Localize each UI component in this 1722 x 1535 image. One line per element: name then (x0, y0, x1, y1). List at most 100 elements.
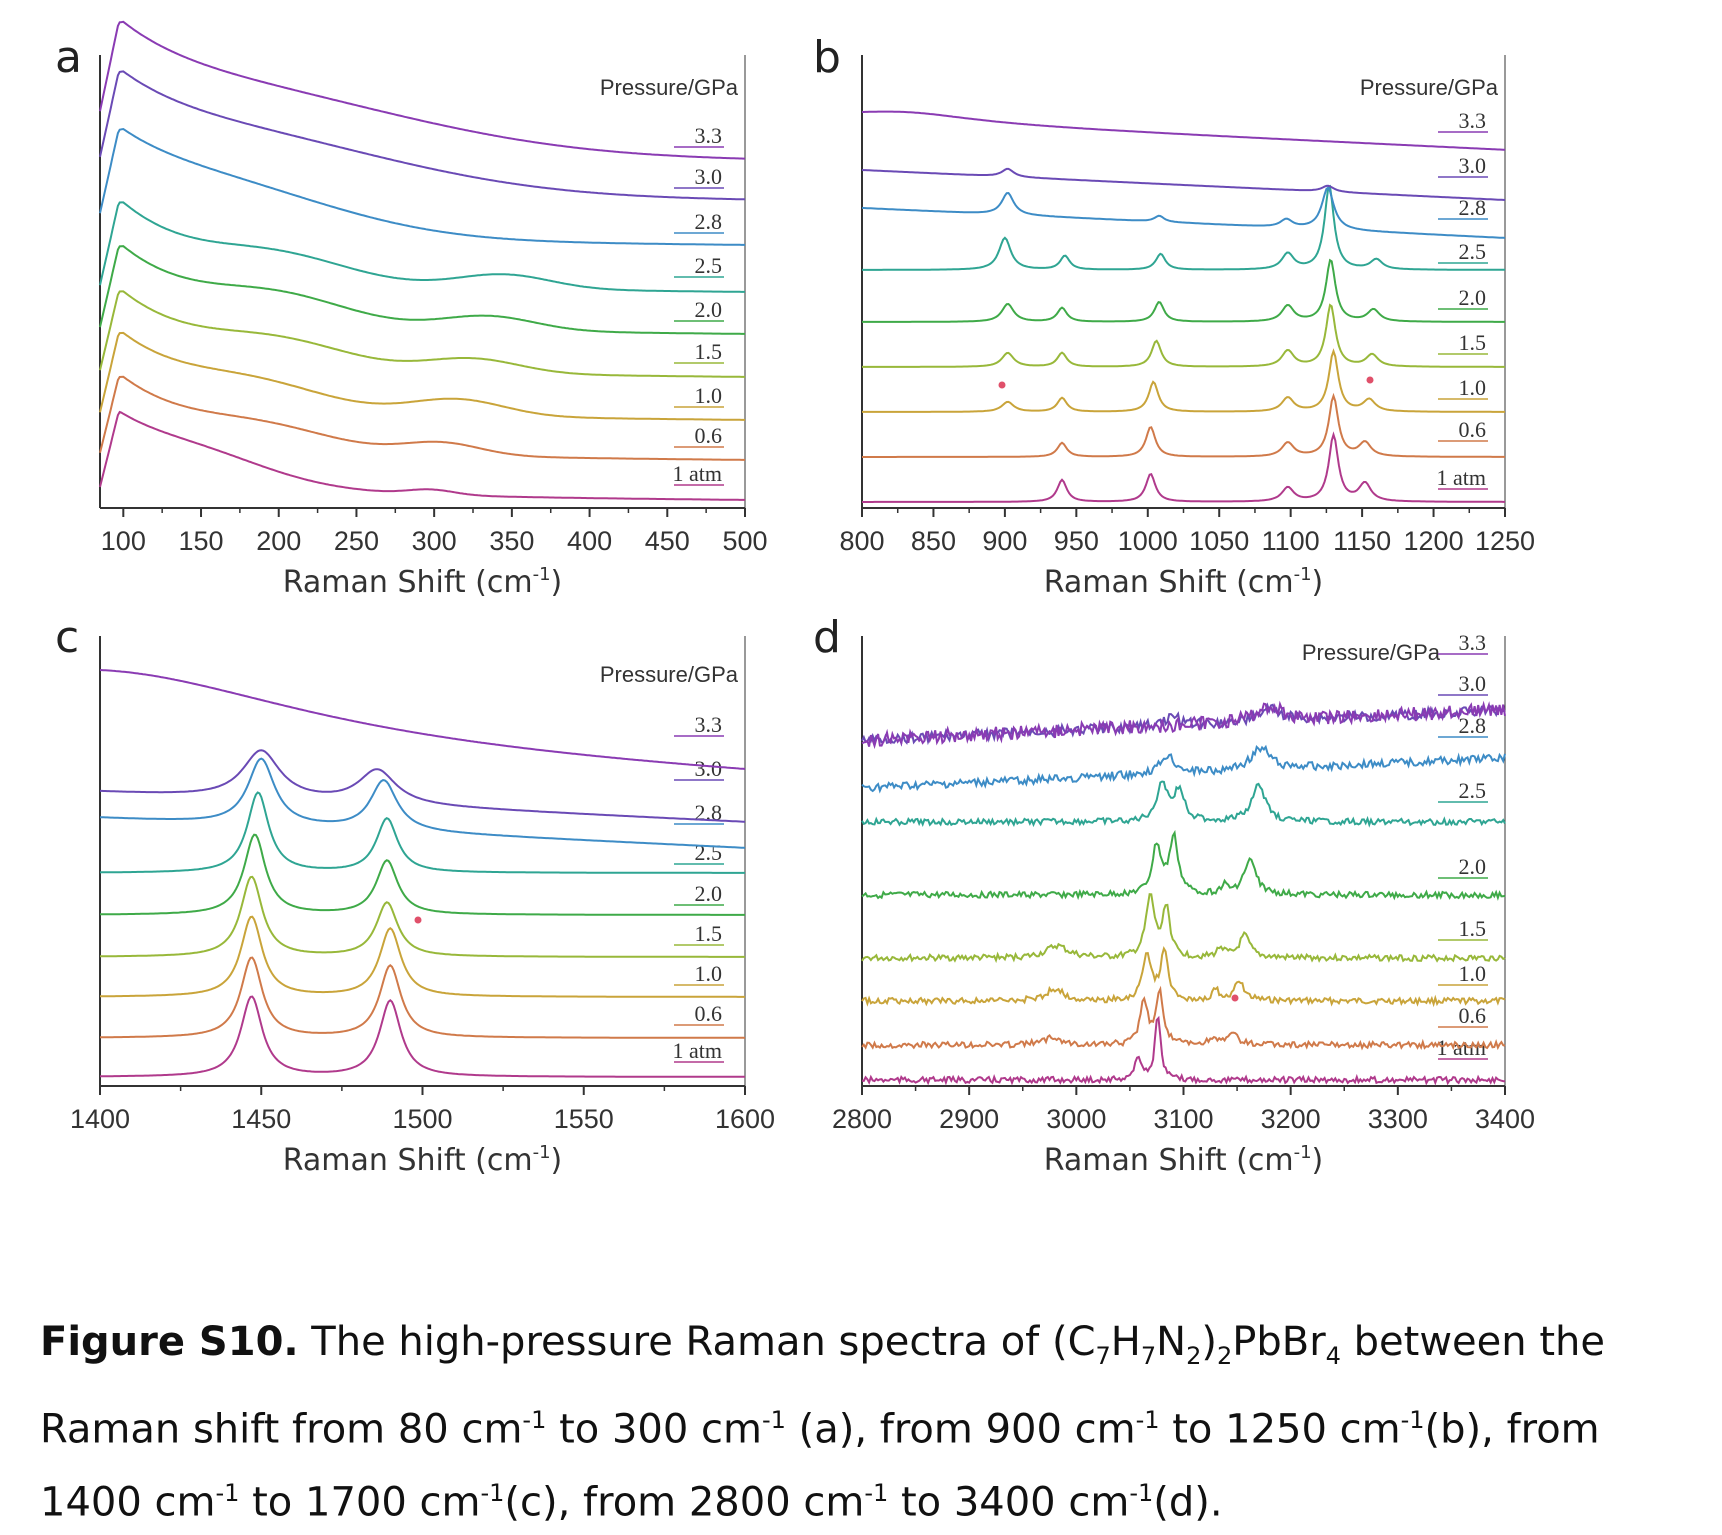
x-tick-label: 3000 (1046, 1104, 1106, 1134)
caption-sup: -1 (522, 1406, 547, 1434)
x-tick-label: 1600 (715, 1104, 775, 1134)
pressure-label: 1.5 (695, 921, 723, 946)
x-tick-label: 1000 (1118, 526, 1178, 556)
x-tick-label: 3100 (1153, 1104, 1213, 1134)
x-axis-label: Raman Shift (cm-1) (1044, 1142, 1324, 1178)
panel-c: c 1400 1450 1500 1550 1600 Raman Shift (cm-1) P… (55, 612, 775, 1178)
x-tick-label: 400 (567, 526, 612, 556)
spectrum-line (861, 829, 1506, 901)
spectrum-line (861, 167, 1506, 201)
pressure-label: 3.3 (1459, 630, 1487, 655)
spectrum-line (99, 245, 745, 335)
asterisk-marker (1231, 994, 1239, 1002)
spectrum-line (99, 290, 745, 378)
caption-text: (b), from 1400 cm (40, 1406, 1600, 1526)
spectrum-line (100, 995, 745, 1078)
x-tick-label: 1450 (231, 1104, 291, 1134)
caption-sup: -1 (1135, 1406, 1160, 1434)
pressure-label: 2.8 (1459, 713, 1487, 738)
x-tick-label: 2800 (832, 1104, 892, 1134)
pressure-label: 0.6 (1459, 1003, 1487, 1028)
pressure-label: 3.0 (1459, 153, 1487, 178)
x-axis-label: Raman Shift (cm-1) (1044, 564, 1324, 600)
legend-title: Pressure/GPa (600, 75, 739, 100)
pressure-label: 1 atm (1437, 465, 1487, 490)
spectrum-line (99, 791, 745, 874)
caption-sup: -1 (1129, 1479, 1154, 1508)
panel-letter: d (813, 612, 841, 663)
spectrum-line (99, 331, 745, 421)
pressure-label: 1.5 (1459, 330, 1487, 355)
caption-sub: 7 (1095, 1342, 1111, 1370)
spectrum-line (99, 757, 746, 849)
pressure-label: 2.0 (1459, 285, 1487, 310)
caption-text: PbBr (1232, 1319, 1326, 1365)
caption-text: (a), from 900 cm (785, 1406, 1136, 1453)
caption-text: to 1700 cm (239, 1479, 481, 1526)
panel-b: b 800 850 900 950 1000 1050 1100 1150 1200 1250 Ram… (813, 32, 1535, 600)
spectrum-line (861, 985, 1506, 1051)
spectrum-line (99, 375, 745, 461)
spectrum-line (99, 70, 745, 201)
x-tick-label: 2900 (939, 1104, 999, 1134)
panel-a: a 100 150 200 250 300 350 400 450 500 Raman Shift … (55, 20, 768, 600)
pressure-label: 2.5 (695, 840, 723, 865)
legend-title: Pressure/GPa (600, 662, 739, 687)
pressure-label: 2.0 (695, 881, 723, 906)
caption-sub: 7 (1140, 1342, 1157, 1370)
caption-text: between the Raman shift from 80 cm (40, 1319, 1605, 1453)
spectrum-line (100, 749, 746, 823)
pressure-label: 2.8 (695, 209, 723, 234)
caption-sup: -1 (480, 1479, 505, 1508)
spectrum-line (862, 184, 1505, 271)
x-tick-label: 1500 (392, 1104, 452, 1134)
x-tick-label: 1050 (1189, 526, 1249, 556)
pressure-label: 1.0 (695, 383, 723, 408)
spectrum-line (862, 303, 1505, 368)
pressure-label: 1.0 (1459, 961, 1487, 986)
caption-text: (c), from 2800 cm (504, 1479, 865, 1526)
asterisk-marker (414, 916, 422, 924)
spectrum-line (862, 110, 1506, 151)
caption-text: to 300 cm (546, 1406, 762, 1453)
x-tick-label: 850 (911, 526, 956, 556)
pressure-label: 1 atm (673, 1038, 723, 1063)
caption-text: to 3400 cm (888, 1479, 1130, 1526)
x-tick-label: 100 (101, 526, 146, 556)
caption-sub: 4 (1325, 1342, 1341, 1370)
panel-d: d 2800 2900 3000 3100 3200 3300 3400 Raman Shift… (813, 612, 1535, 1178)
spectrum-line (861, 744, 1506, 794)
legend-title: Pressure/GPa (1360, 75, 1499, 100)
pressure-label: 3.0 (695, 756, 723, 781)
pressure-label: 1.0 (1459, 375, 1487, 400)
x-tick-label: 450 (645, 526, 690, 556)
x-tick-label: 1250 (1475, 526, 1535, 556)
spectrum-line (862, 258, 1505, 323)
spectrum-line (99, 410, 745, 501)
caption-sub: 2 (1216, 1342, 1233, 1370)
x-tick-label: 3300 (1368, 1104, 1428, 1134)
pressure-label: 3.0 (1459, 671, 1487, 696)
x-tick-label: 3200 (1261, 1104, 1321, 1134)
x-tick-label: 3400 (1475, 1104, 1535, 1134)
pressure-label: 0.6 (695, 1001, 723, 1026)
asterisk-marker (998, 381, 1006, 389)
legend-title: Pressure/GPa (1302, 640, 1441, 665)
x-tick-label: 500 (722, 526, 767, 556)
asterisk-marker (1366, 376, 1374, 384)
spectrum-line (99, 669, 746, 770)
caption-text: to 1250 cm (1159, 1406, 1401, 1453)
x-tick-label: 1550 (554, 1104, 614, 1134)
spectrum-line (861, 700, 1506, 750)
x-axis-label: Raman Shift (cm-1) (283, 1142, 563, 1178)
x-axis-label: Raman Shift (cm-1) (283, 564, 563, 600)
pressure-label: 1 atm (673, 461, 723, 486)
pressure-label: 3.3 (1459, 108, 1487, 133)
caption-text: The high-pressure Raman spectra of (C (298, 1319, 1096, 1365)
pressure-label: 2.0 (695, 297, 723, 322)
pressure-label: 1.5 (695, 339, 723, 364)
x-tick-label: 950 (1054, 526, 1099, 556)
pressure-label: 3.3 (695, 123, 723, 148)
x-tick-label: 1400 (70, 1104, 130, 1134)
caption-sup: -1 (215, 1479, 240, 1508)
